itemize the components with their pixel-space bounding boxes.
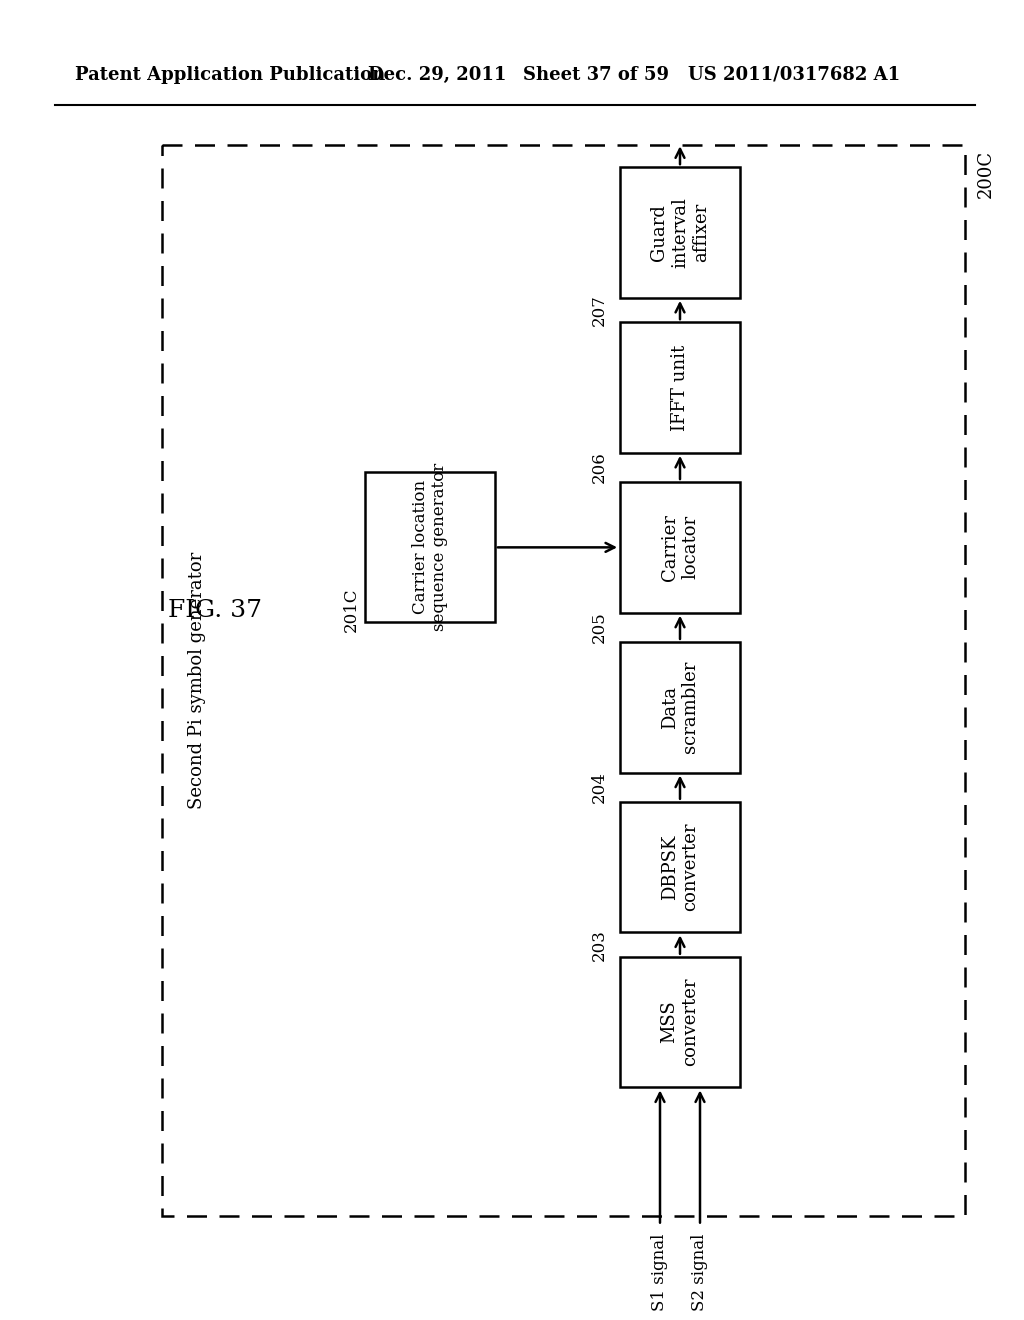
Bar — [620, 482, 740, 612]
Text: Second Pi symbol generator: Second Pi symbol generator — [188, 552, 206, 809]
Text: FIG. 37: FIG. 37 — [168, 599, 262, 622]
Text: Carrier
locator: Carrier locator — [660, 513, 699, 581]
Text: 205: 205 — [591, 611, 608, 643]
Text: 207: 207 — [591, 294, 608, 326]
Bar — [620, 957, 740, 1088]
Bar — [620, 322, 740, 453]
Bar — [620, 801, 740, 932]
Text: 201C: 201C — [343, 587, 360, 632]
Text: US 2011/0317682 A1: US 2011/0317682 A1 — [688, 66, 900, 84]
Text: Sheet 37 of 59: Sheet 37 of 59 — [523, 66, 669, 84]
Bar — [365, 473, 495, 623]
Bar — [620, 642, 740, 772]
Text: 204: 204 — [591, 771, 608, 803]
Text: Dec. 29, 2011: Dec. 29, 2011 — [368, 66, 507, 84]
Bar — [162, 145, 965, 1216]
Text: MSS
converter: MSS converter — [660, 978, 699, 1067]
Text: Guard
interval
affixer: Guard interval affixer — [650, 197, 710, 268]
Text: IFFT unit: IFFT unit — [671, 345, 689, 430]
Text: S1 signal: S1 signal — [651, 1233, 669, 1311]
Bar — [620, 168, 740, 298]
Text: 200C: 200C — [977, 150, 995, 198]
Text: 206: 206 — [591, 451, 608, 483]
Text: DBPSK
converter: DBPSK converter — [660, 822, 699, 911]
Text: Data
scrambler: Data scrambler — [660, 661, 699, 754]
Text: S2 signal: S2 signal — [691, 1233, 709, 1311]
Text: Patent Application Publication: Patent Application Publication — [75, 66, 385, 84]
Text: 203: 203 — [591, 929, 608, 961]
Text: Carrier location
sequence generator: Carrier location sequence generator — [412, 463, 449, 631]
